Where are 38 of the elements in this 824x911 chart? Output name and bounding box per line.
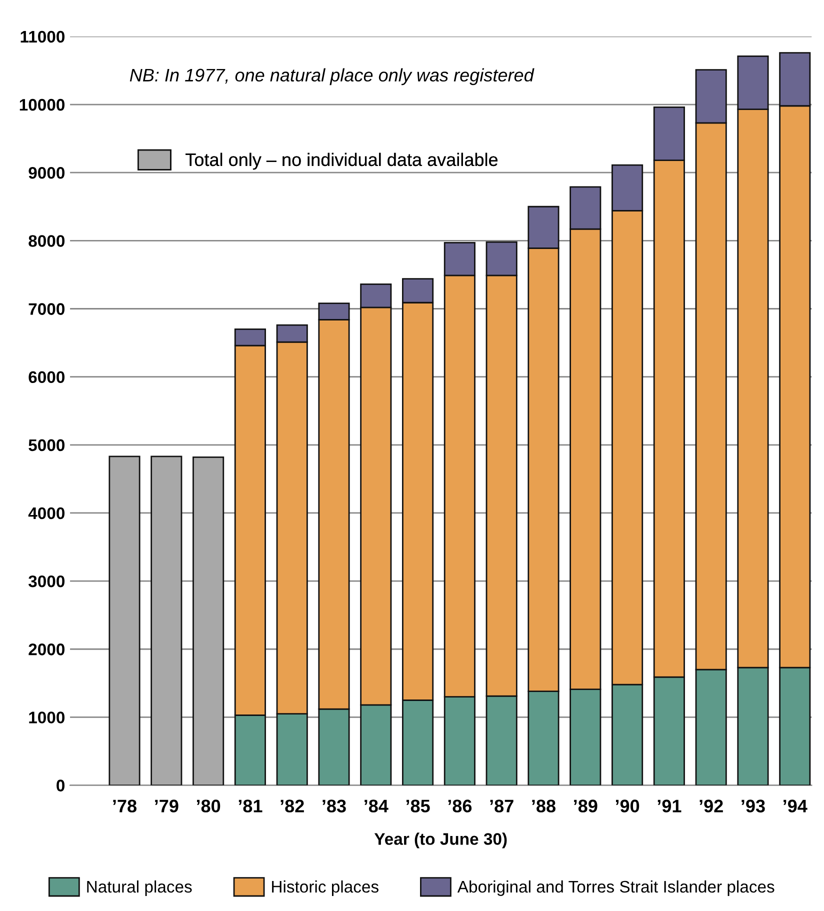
bar bbox=[150, 456, 182, 786]
x-tick-label: ’89 bbox=[574, 800, 598, 812]
legend-label: Aboriginal and Torres Strait Islander places bbox=[457, 880, 774, 896]
x-tick-label: ’80 bbox=[196, 800, 220, 812]
y-tick-label: 0 bbox=[56, 780, 64, 792]
x-axis-title: Year (to June 30) bbox=[374, 832, 507, 848]
legend-label: Total only – no individual data available bbox=[186, 152, 498, 170]
y-tick-label: 7000 bbox=[28, 303, 64, 315]
y-tick-label: 11000 bbox=[20, 30, 64, 43]
x-tick-label: ’78 bbox=[113, 800, 137, 812]
y-tick-label: 10000 bbox=[20, 98, 64, 111]
x-tick-label: ’79 bbox=[155, 800, 178, 812]
annotation: NB: In 1977, one natural place only was registered bbox=[130, 68, 534, 86]
x-tick-label: ’84 bbox=[364, 800, 388, 812]
y-tick-label: 3000 bbox=[28, 575, 64, 588]
x-tick-label: ’90 bbox=[616, 800, 640, 812]
y-tick-label: 9000 bbox=[28, 166, 64, 179]
y-tick-label: 2000 bbox=[28, 644, 64, 656]
y-tick-label: 1000 bbox=[29, 712, 64, 724]
legend-label: Historic places bbox=[272, 880, 378, 896]
x-tick-label: ’81 bbox=[238, 800, 262, 812]
x-tick-label: ’93 bbox=[742, 800, 765, 812]
x-tick-label: ’92 bbox=[700, 800, 723, 812]
bar bbox=[192, 456, 224, 786]
x-tick-label: ’94 bbox=[784, 800, 808, 812]
x-tick-label: ’85 bbox=[406, 800, 430, 812]
x-tick-label: ’91 bbox=[658, 800, 682, 812]
legend-label: Natural places bbox=[87, 880, 192, 896]
y-tick-label: 8000 bbox=[28, 235, 64, 247]
x-tick-label: ’83 bbox=[322, 800, 346, 812]
x-tick-label: ’86 bbox=[448, 800, 472, 812]
y-tick-label: 4000 bbox=[28, 507, 64, 520]
x-tick-label: ’88 bbox=[532, 800, 556, 812]
bar bbox=[108, 456, 140, 786]
y-tick-label: 6000 bbox=[28, 371, 64, 384]
x-tick-label: ’82 bbox=[280, 800, 304, 812]
y-tick-label: 5000 bbox=[28, 439, 64, 452]
x-tick-label: ’87 bbox=[490, 800, 514, 812]
